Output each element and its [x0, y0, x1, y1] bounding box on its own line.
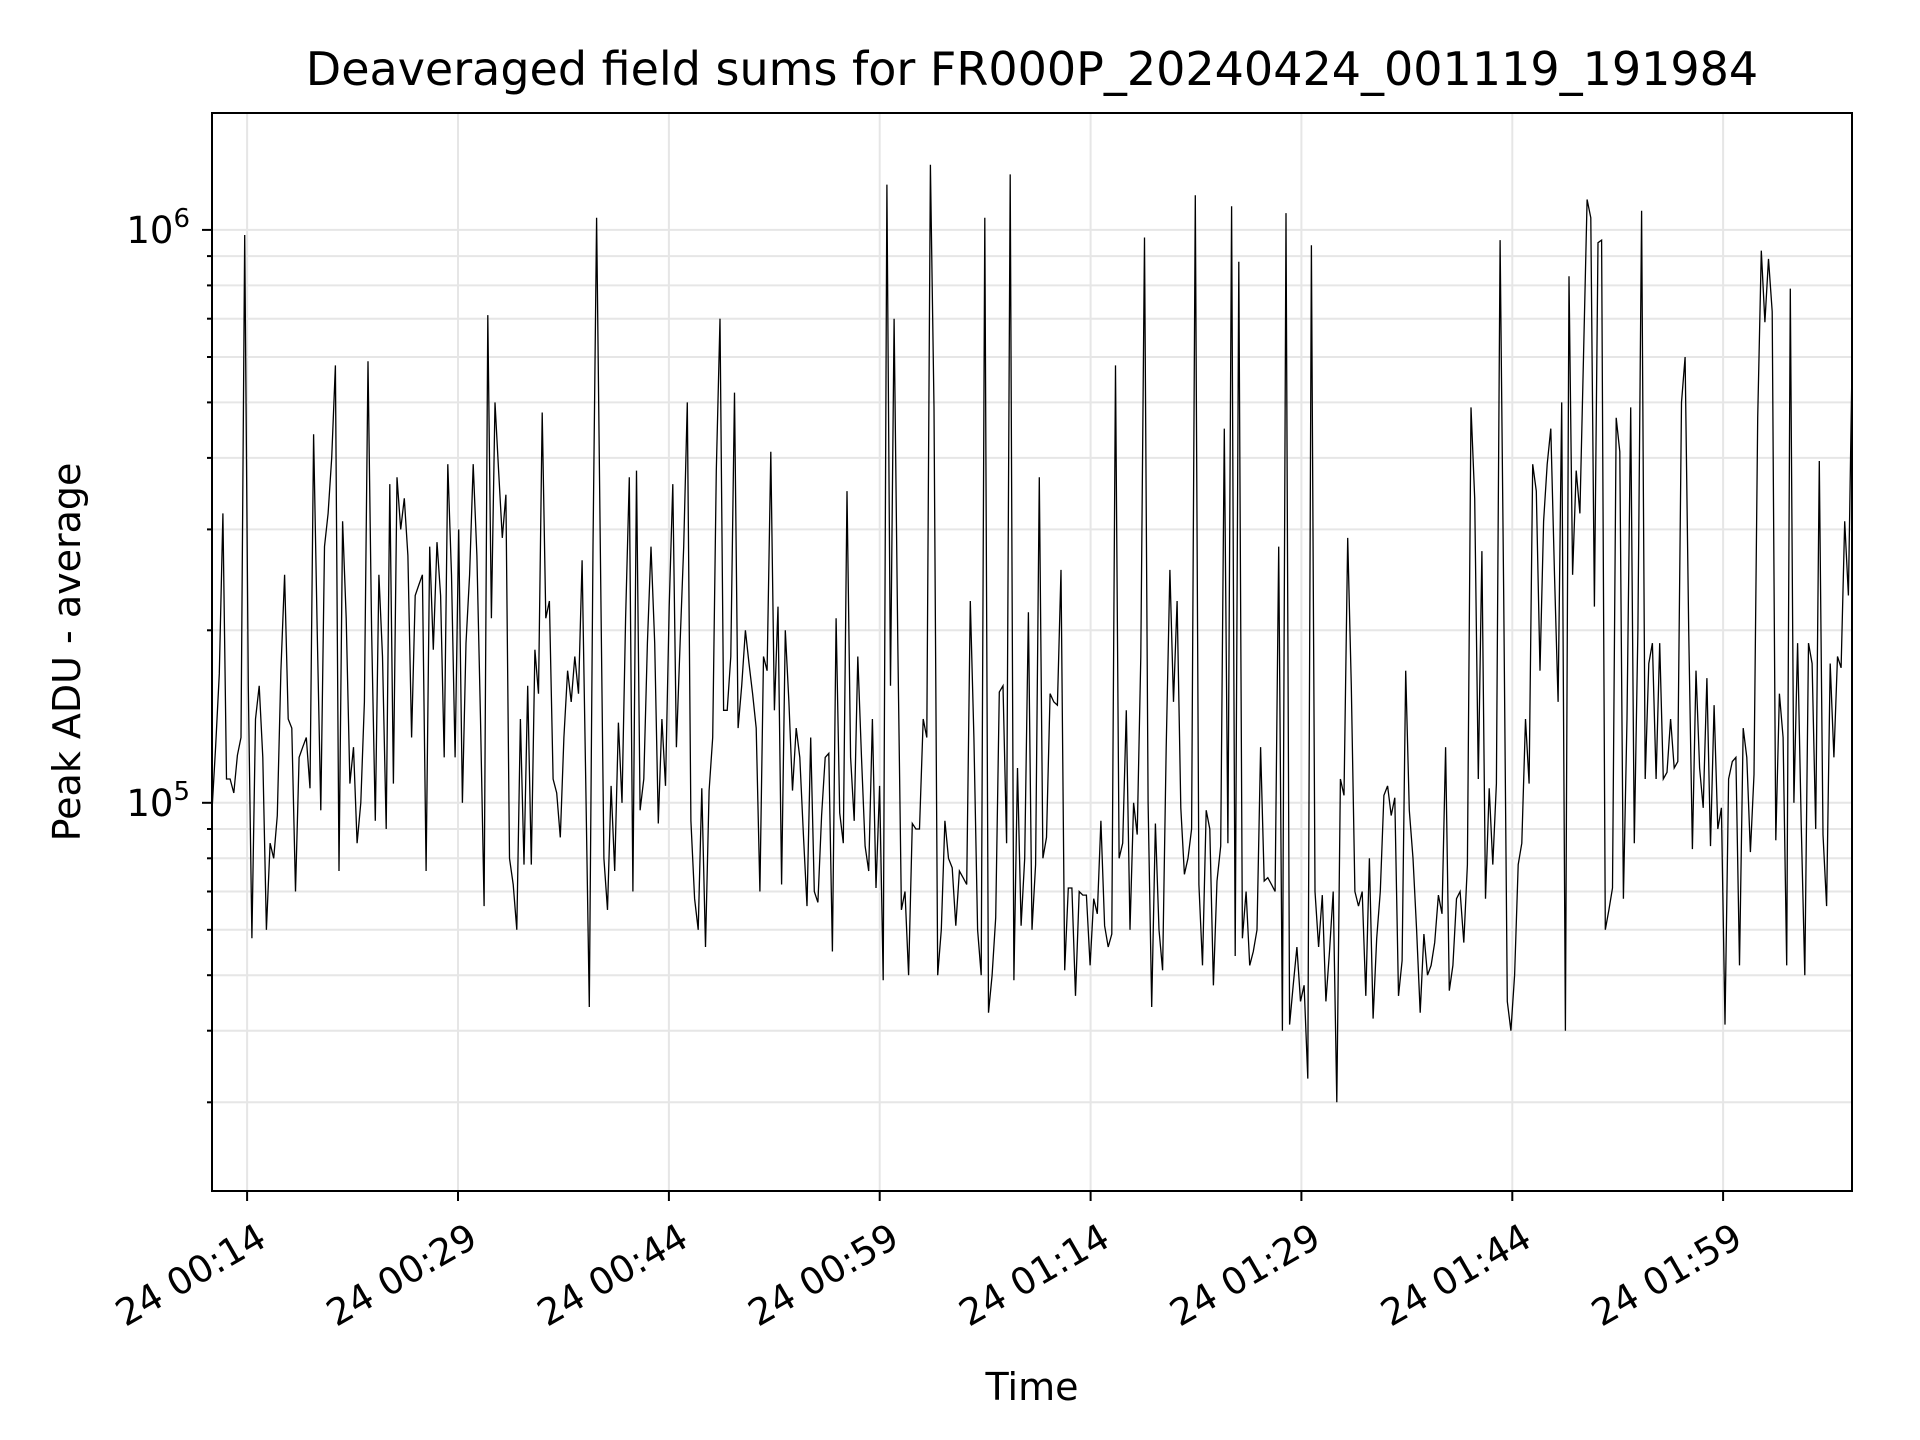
x-axis-label: Time [985, 1365, 1079, 1409]
plot-frame [211, 112, 1853, 1192]
y-tick-label: 105 [126, 777, 190, 825]
y-axis-label: Peak ADU - average [45, 463, 89, 842]
series-line [211, 164, 1853, 1103]
chart-title: Deaveraged field sums for FR000P_2024042… [306, 42, 1758, 96]
plot-area [211, 164, 1853, 1103]
y-tick-label: 106 [126, 204, 190, 252]
